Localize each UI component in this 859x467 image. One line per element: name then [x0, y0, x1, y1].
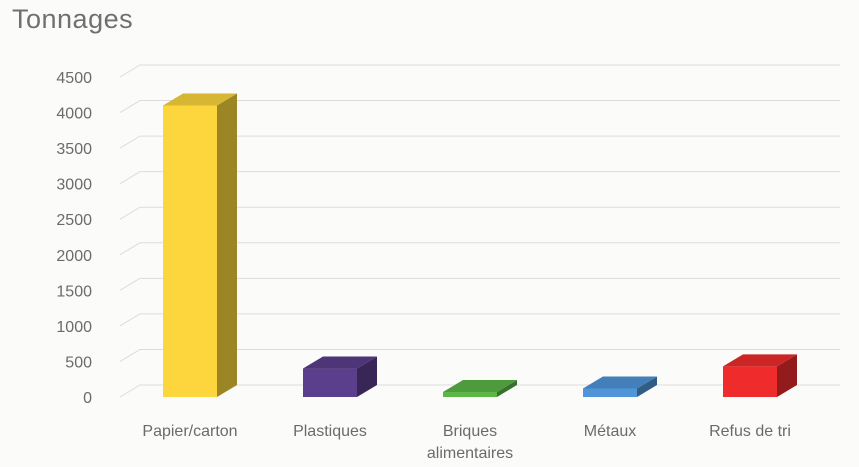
- x-tick-label: Briques: [443, 423, 497, 440]
- y-tick-label: 1000: [56, 319, 92, 336]
- gridline: [119, 171, 840, 185]
- bar-side: [217, 93, 237, 397]
- bar-top: [723, 354, 797, 367]
- x-tick-label: Plastiques: [293, 423, 367, 440]
- gridline: [119, 135, 840, 149]
- bar-top: [303, 356, 377, 369]
- y-tick-label: 500: [65, 354, 92, 371]
- bar-top: [163, 93, 237, 106]
- y-tick-label: 0: [83, 390, 92, 407]
- bar-top: [583, 376, 657, 389]
- bar: [723, 366, 777, 397]
- x-tick-label: Métaux: [584, 423, 636, 440]
- y-tick-label: 1500: [56, 283, 92, 300]
- gridline: [119, 277, 840, 291]
- y-tick-label: 3000: [56, 177, 92, 194]
- bar-side: [637, 376, 657, 397]
- bar-side: [497, 380, 517, 397]
- bar: [443, 392, 497, 397]
- gridline: [119, 348, 840, 362]
- gridline: [119, 206, 840, 220]
- x-tick-label: alimentaires: [427, 445, 513, 462]
- y-tick-label: 4500: [56, 70, 92, 87]
- gridline: [119, 242, 840, 256]
- bar: [163, 105, 217, 397]
- x-tick-label: Refus de tri: [709, 423, 791, 440]
- gridline: [119, 313, 840, 327]
- bar-side: [777, 354, 797, 397]
- bar-side: [357, 356, 377, 397]
- y-tick-label: 2000: [56, 248, 92, 265]
- x-tick-label: Papier/carton: [142, 423, 237, 440]
- y-tick-label: 2500: [56, 212, 92, 229]
- chart-title: Tonnages: [12, 4, 134, 34]
- bar: [583, 388, 637, 397]
- y-tick-label: 4000: [56, 106, 92, 123]
- bar: [303, 368, 357, 397]
- y-tick-label: 3500: [56, 141, 92, 158]
- gridline: [119, 64, 840, 78]
- bar-top: [443, 380, 517, 393]
- gridline: [119, 100, 840, 113]
